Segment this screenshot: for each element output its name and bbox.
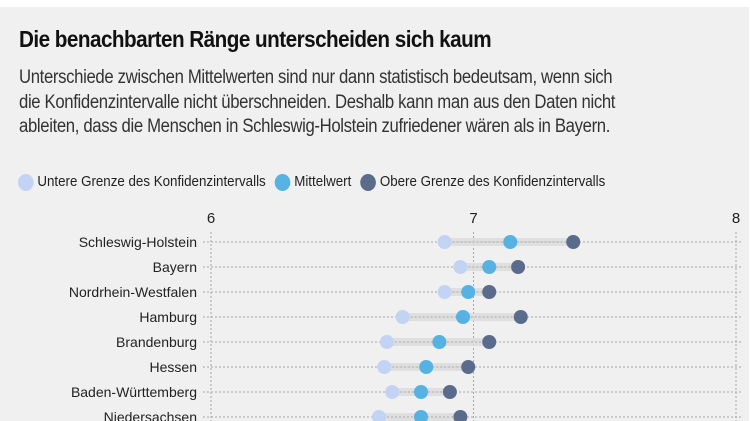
subtitle-line: Unterschiede zwischen Mittelwerten sind …	[19, 67, 613, 88]
chart-row: Hamburg	[139, 309, 741, 325]
lower-bound-dot	[437, 285, 452, 299]
row-label: Brandenburg	[116, 334, 197, 350]
chart-row: Nordrhein-Westfalen	[69, 284, 741, 300]
chart-row: Hessen	[150, 359, 741, 375]
row-label: Baden-Württemberg	[71, 384, 197, 400]
x-tick-label: 6	[207, 210, 215, 227]
upper-bound-dot	[513, 310, 528, 324]
upper-bound-dot	[511, 260, 526, 274]
row-label: Bayern	[153, 259, 197, 275]
upper-bound-dot	[566, 235, 581, 249]
legend-item-lower: Untere Grenze des Konfidenzintervalls	[18, 173, 266, 191]
upper-bound-dot	[461, 360, 476, 374]
x-axis-ticks: 6 7 8	[207, 210, 740, 227]
legend: Untere Grenze des Konfidenzintervalls Mi…	[18, 172, 614, 192]
lower-bound-dot	[437, 235, 452, 249]
mean-dot	[482, 260, 497, 274]
mean-dot	[414, 410, 428, 421]
row-label: Hamburg	[139, 309, 197, 325]
mean-dot	[456, 310, 470, 324]
lower-bound-dot	[372, 410, 386, 421]
upper-bound-dot	[482, 285, 497, 299]
legend-label-mean: Mittelwert	[294, 174, 352, 190]
upper-bound-dot	[482, 335, 497, 349]
chart-row: Baden-Württemberg	[71, 384, 741, 400]
legend-label-lower: Untere Grenze des Konfidenzintervalls	[37, 174, 266, 190]
chart-row: Schleswig-Holstein	[79, 234, 741, 250]
chart-subtitle: Unterschiede zwischen Mittelwerten sind …	[19, 66, 723, 140]
mean-dot	[414, 385, 428, 399]
legend-swatch-upper	[360, 173, 377, 191]
mean-dot	[503, 235, 518, 249]
upper-bound-dot	[453, 410, 468, 421]
x-tick-label: 7	[469, 210, 477, 227]
row-label: Hessen	[150, 359, 197, 375]
lower-bound-dot	[453, 260, 468, 274]
lower-bound-dot	[395, 310, 410, 324]
lower-bound-dot	[379, 335, 394, 349]
mean-dot	[432, 335, 447, 349]
lower-bound-dot	[385, 385, 400, 399]
lower-bound-dot	[377, 360, 392, 374]
row-label: Nordrhein-Westfalen	[69, 284, 197, 300]
legend-item-upper: Obere Grenze des Konfidenzintervalls	[360, 173, 606, 191]
mean-dot	[461, 285, 476, 299]
mean-dot	[419, 360, 434, 374]
chart-panel	[0, 7, 749, 421]
chart-row: Bayern	[153, 259, 741, 275]
upper-bound-dot	[442, 385, 457, 399]
row-label: Niedersachsen	[104, 409, 197, 421]
chart-row: Niedersachsen	[104, 409, 741, 421]
legend-swatch-lower	[18, 173, 34, 191]
legend-label-upper: Obere Grenze des Konfidenzintervalls	[379, 174, 606, 190]
chart-row: Brandenburg	[116, 334, 741, 350]
x-tick-label: 8	[732, 210, 740, 227]
chart-rows: Schleswig-Holstein Bayern Nordrhein-Westfa…	[69, 234, 741, 421]
row-label: Schleswig-Holstein	[79, 234, 197, 250]
subtitle-line: ableiten, dass die Menschen in Schleswig…	[19, 116, 611, 137]
gridlines	[210, 232, 737, 421]
legend-swatch-mean	[274, 173, 291, 191]
chart-title: Die benachbarten Ränge unterscheiden sic…	[19, 26, 492, 52]
legend-item-mean: Mittelwert	[274, 173, 352, 191]
subtitle-line: die Konfidenzintervalle nicht überschnei…	[19, 91, 616, 113]
